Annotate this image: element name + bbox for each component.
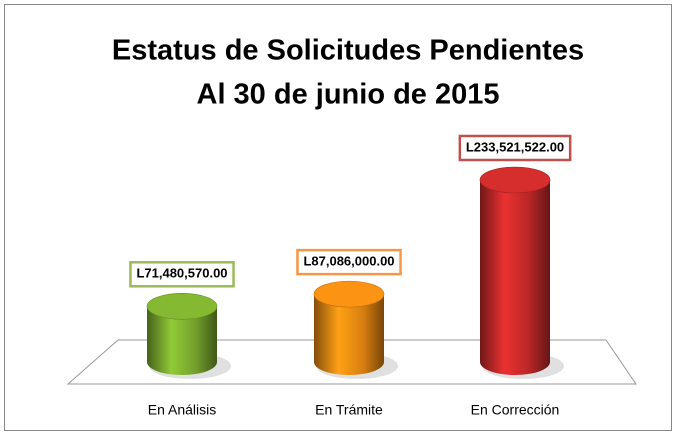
value-label-box	[129, 261, 235, 288]
value-label: L87,086,000.00	[303, 254, 394, 269]
bar-top	[479, 166, 551, 194]
chart-title: Estatus de Solicitudes Pendientes	[112, 35, 584, 67]
bar	[480, 180, 550, 375]
x-tick-label: En Trámite	[315, 402, 383, 418]
bar-top	[313, 280, 385, 308]
value-label: L233,521,522.00	[466, 139, 564, 154]
x-tick-label: En Análisis	[148, 402, 216, 418]
bar	[314, 294, 384, 375]
value-label-box	[458, 134, 572, 162]
chart-subtitle: Al 30 de junio de 2015	[197, 79, 500, 111]
value-label-box	[296, 248, 402, 276]
value-label: L71,480,570.00	[136, 266, 227, 281]
bar-top	[146, 292, 218, 320]
bar	[147, 306, 217, 375]
x-tick-label: En Corrección	[471, 402, 560, 418]
